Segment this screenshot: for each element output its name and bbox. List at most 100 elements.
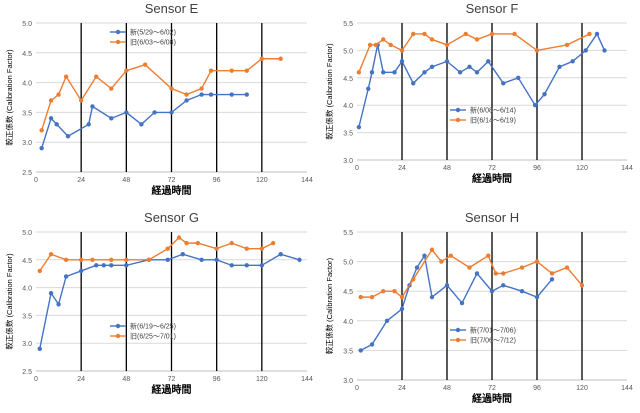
data-point bbox=[78, 98, 84, 103]
y-tick-label: 4.0 bbox=[343, 103, 353, 110]
data-point bbox=[165, 257, 170, 262]
data-point bbox=[176, 235, 182, 240]
y-tick-label: 5.0 bbox=[343, 260, 353, 267]
data-point bbox=[486, 59, 491, 64]
data-point bbox=[39, 128, 44, 133]
data-point bbox=[467, 265, 472, 270]
data-point bbox=[54, 122, 59, 127]
x-tick-label: 120 bbox=[256, 177, 268, 184]
data-point bbox=[169, 110, 174, 115]
data-point bbox=[56, 92, 61, 97]
data-point bbox=[399, 294, 405, 300]
data-point bbox=[208, 68, 214, 73]
data-point bbox=[65, 134, 71, 139]
data-point bbox=[244, 68, 249, 73]
data-point bbox=[399, 48, 405, 53]
x-tick-label: 48 bbox=[122, 177, 130, 184]
data-point bbox=[457, 70, 463, 75]
x-tick-label: 24 bbox=[398, 385, 406, 392]
data-point bbox=[422, 70, 427, 75]
y-tick-label: 5.5 bbox=[343, 21, 353, 28]
data-point bbox=[501, 81, 506, 86]
data-point bbox=[501, 283, 506, 288]
x-tick-label: 144 bbox=[621, 165, 633, 172]
data-point bbox=[214, 257, 219, 262]
data-point bbox=[384, 318, 390, 323]
chart-sensor-f: Sensor F 3.0 3.5 4.0 4.5 5.0 5.5 0 24 48 72 96 120 14… bbox=[324, 1, 633, 185]
data-point bbox=[229, 68, 234, 73]
data-point bbox=[564, 265, 570, 270]
data-point bbox=[602, 48, 607, 53]
data-point bbox=[422, 31, 427, 37]
data-point bbox=[381, 70, 386, 75]
data-point bbox=[63, 257, 69, 262]
x-tick-label: 0 bbox=[34, 177, 38, 184]
x-tick-label: 120 bbox=[576, 385, 588, 392]
data-point bbox=[208, 92, 214, 97]
data-point bbox=[78, 257, 84, 262]
y-tick-label: 3.5 bbox=[22, 313, 32, 320]
data-point bbox=[90, 104, 95, 109]
data-point bbox=[579, 283, 585, 288]
data-point bbox=[388, 42, 393, 48]
data-point bbox=[214, 246, 219, 251]
y-tick-label: 3.5 bbox=[343, 348, 353, 355]
data-point bbox=[37, 346, 42, 351]
data-point bbox=[63, 74, 69, 79]
x-tick-label: 0 bbox=[355, 385, 359, 392]
data-point bbox=[356, 70, 362, 75]
data-point bbox=[444, 42, 450, 48]
y-axis-label: 較正係数 (Calibration Factor) bbox=[324, 43, 334, 140]
data-point bbox=[244, 263, 249, 268]
data-point bbox=[399, 59, 405, 64]
x-tick-label: 120 bbox=[576, 165, 588, 172]
data-point bbox=[48, 116, 54, 121]
data-point bbox=[199, 92, 204, 97]
data-point bbox=[474, 37, 480, 42]
data-point bbox=[381, 37, 386, 42]
data-point bbox=[534, 48, 540, 53]
data-point bbox=[373, 42, 378, 48]
data-point bbox=[493, 271, 498, 276]
data-point bbox=[486, 253, 491, 258]
data-point bbox=[109, 86, 114, 91]
data-point bbox=[489, 31, 495, 37]
data-point bbox=[519, 289, 525, 294]
data-point bbox=[369, 294, 375, 300]
chart-title: Sensor H bbox=[465, 210, 519, 225]
data-point bbox=[78, 268, 84, 274]
data-point bbox=[169, 86, 174, 91]
data-point bbox=[411, 31, 416, 37]
data-point bbox=[37, 268, 42, 274]
legend: 新(6/19～6/25) 旧(6/25～7/01) bbox=[110, 322, 176, 341]
data-point bbox=[39, 145, 44, 151]
legend-label: 旧(6/03～6/08) bbox=[130, 39, 176, 47]
x-axis-label: 経過時間 bbox=[472, 392, 512, 405]
data-point bbox=[369, 70, 375, 75]
data-point bbox=[439, 259, 444, 264]
data-point bbox=[297, 257, 302, 262]
data-point bbox=[463, 31, 468, 37]
data-point bbox=[381, 289, 386, 294]
data-point bbox=[459, 300, 465, 306]
data-point bbox=[587, 31, 592, 37]
legend-label: 新(7/01～7/06) bbox=[470, 326, 516, 335]
data-point bbox=[165, 246, 170, 251]
data-point bbox=[86, 122, 91, 127]
y-tick-label: 5.0 bbox=[22, 230, 32, 237]
data-point bbox=[516, 75, 521, 81]
data-point bbox=[411, 277, 416, 282]
data-point bbox=[467, 64, 472, 70]
series-line-new bbox=[40, 93, 247, 149]
legend: 新(6/08～6/14) 旧(6/14～6/19) bbox=[450, 106, 516, 125]
data-point bbox=[244, 92, 249, 97]
data-point bbox=[101, 263, 106, 268]
x-tick-label: 24 bbox=[398, 165, 406, 172]
data-point bbox=[94, 74, 99, 79]
legend-marker bbox=[455, 337, 461, 343]
data-point bbox=[392, 70, 397, 75]
y-tick-label: 3.5 bbox=[343, 131, 353, 138]
data-point bbox=[356, 124, 362, 130]
